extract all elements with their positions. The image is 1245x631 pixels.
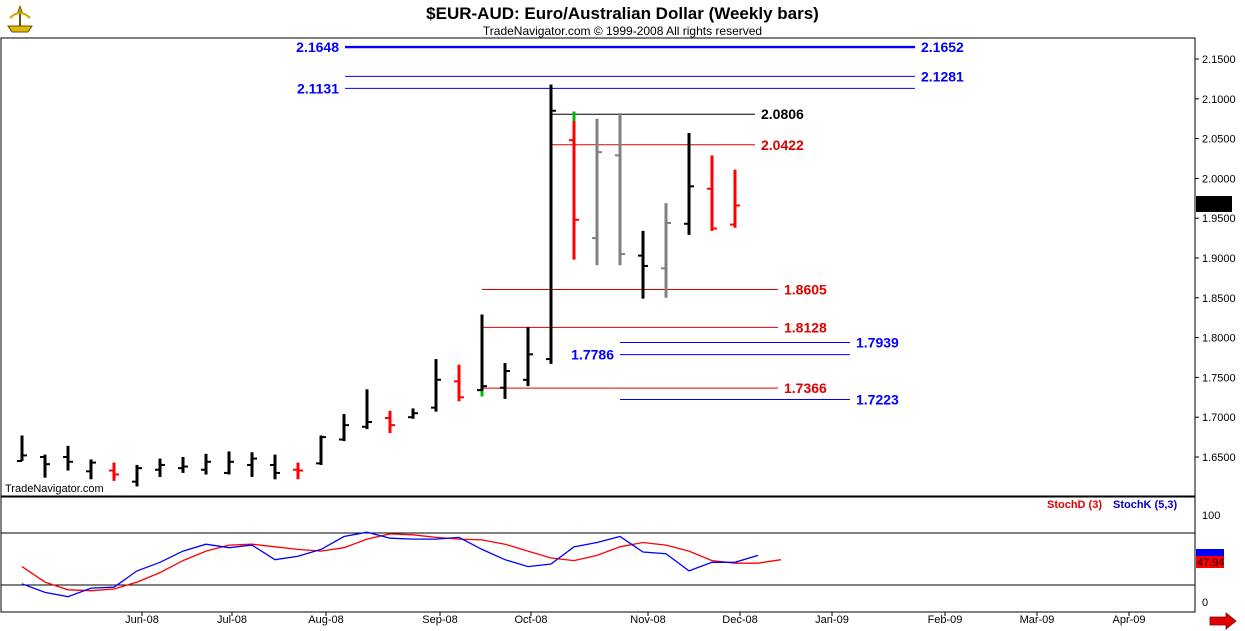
ohlc-bar [477, 314, 487, 394]
price-tick-label: 1.8000 [1202, 333, 1236, 345]
price-panel [0, 37, 1196, 497]
price-level-label: 2.0422 [761, 137, 804, 153]
ohlc-bar [707, 155, 717, 231]
price-tick-label: 2.1000 [1202, 94, 1236, 106]
time-tick-label: Jan-09 [815, 614, 849, 626]
price-tick-label: 1.7500 [1202, 372, 1236, 384]
stoch-tick-100: 100 [1202, 510, 1220, 522]
time-axis: Jun-08 Jul-08 Aug-08 Sep-08 Oct-08 Nov-08 Dec-… [125, 612, 1146, 626]
ohlc-bar [155, 458, 165, 477]
price-tick-label: 1.6500 [1202, 452, 1236, 464]
last-price-label: 1.9675 [1198, 199, 1232, 211]
ohlc-bar [385, 410, 395, 434]
ohlc-bar [592, 118, 602, 266]
time-tick-label: Oct-08 [514, 614, 547, 626]
time-tick-label: Sep-08 [422, 614, 457, 626]
price-level-label: 2.1131 [297, 80, 339, 96]
price-tick-label: 1.7000 [1202, 412, 1236, 424]
ohlc-bar [132, 464, 142, 487]
price-level: 1.7366 [482, 380, 827, 396]
ohlc-bar [178, 457, 188, 473]
ohlc-bar [224, 451, 234, 475]
ohlc-bar [109, 462, 119, 481]
price-level: 1.8128 [482, 319, 827, 335]
stoch-d-series [21, 533, 782, 592]
ohlc-bar [523, 327, 533, 387]
ohlc-bar [17, 435, 27, 462]
time-tick-label: Feb-09 [928, 614, 963, 626]
price-tick-label: 2.0500 [1202, 134, 1236, 146]
ohlc-bar [454, 364, 464, 402]
ohlc-bar [316, 435, 326, 465]
price-level: 1.7786 [571, 347, 850, 363]
ohlc-bar [500, 363, 510, 399]
price-level-label: 1.8128 [784, 319, 827, 335]
ohlc-bar [40, 454, 50, 478]
price-level: 1.7223 [620, 391, 899, 407]
scroll-right-icon[interactable] [1205, 612, 1239, 630]
chart-subtitle: TradeNavigator.com © 1999-2008 All right… [482, 24, 763, 38]
ohlc-bar [362, 389, 372, 430]
ohlc-bar [293, 462, 303, 480]
watermark-text: TradeNavigator.com [5, 483, 104, 495]
price-level: 2.1281 [345, 68, 964, 84]
price-level: 1.7939 [620, 334, 899, 350]
stochastic-group: StochD (3) StochK (5,3) 100 0 47.94 [1, 499, 1225, 609]
ohlc-bar [730, 169, 740, 228]
price-tick-label: 1.9500 [1202, 213, 1236, 225]
price-tick-label: 2.1500 [1202, 54, 1236, 66]
ohlc-bar [86, 459, 96, 480]
price-tick-label: 1.9000 [1202, 253, 1236, 265]
bars-group [17, 84, 740, 487]
price-level: 2.0806 [552, 106, 804, 122]
price-level-label: 2.1652 [921, 39, 964, 55]
stoch-k-legend: StochK (5,3) [1113, 499, 1178, 511]
ohlc-bar [684, 133, 694, 235]
price-level-label: 1.7939 [856, 334, 899, 350]
ohlc-bar [201, 453, 211, 475]
stoch-last-label: 47.94 [1197, 557, 1225, 569]
ohlc-bar [431, 359, 441, 412]
ohlc-bar [408, 408, 418, 419]
ohlc-bar [63, 445, 73, 471]
levels-group: 2.1648 2.1652 2.1281 2.1131 2.0806 2.0422 1.86… [296, 39, 964, 408]
chart-title: $EUR-AUD: Euro/Australian Dollar (Weekly… [426, 4, 819, 23]
time-tick-label: Nov-08 [630, 614, 665, 626]
price-level-label: 2.1281 [921, 68, 964, 84]
ohlc-bar [339, 414, 349, 442]
time-tick-label: Dec-08 [722, 614, 757, 626]
price-level-label: 2.1648 [296, 39, 339, 55]
logo-icon [4, 4, 36, 34]
time-tick-label: Mar-09 [1020, 614, 1055, 626]
time-tick-label: Jun-08 [125, 614, 159, 626]
price-level: 2.1652 [345, 39, 964, 55]
ohlc-bar [615, 113, 625, 266]
last-price-marker: 1.9675 [1196, 196, 1232, 212]
chart-header: $EUR-AUD: Euro/Australian Dollar (Weekly… [0, 0, 1245, 38]
ohlc-bar [638, 230, 648, 299]
price-tick-label: 2.0000 [1202, 173, 1236, 185]
time-tick-label: Apr-09 [1112, 614, 1145, 626]
price-level: 2.0422 [552, 137, 804, 153]
price-level-label: 2.0806 [761, 106, 804, 122]
price-axis-ticks: 2.1500 2.1000 2.0500 2.0000 1.9500 1.9000 1.85… [1195, 54, 1236, 464]
time-tick-label: Jul-08 [217, 614, 247, 626]
ohlc-bar [569, 111, 579, 260]
price-level-label: 1.7223 [856, 391, 899, 407]
stoch-d-legend: StochD (3) [1047, 499, 1102, 511]
ohlc-bar [270, 454, 280, 480]
ohlc-bar [546, 84, 556, 364]
price-level: 2.1131 [297, 80, 915, 96]
ohlc-bar [247, 452, 257, 477]
price-tick-label: 1.8500 [1202, 293, 1236, 305]
price-level-label: 1.7366 [784, 380, 827, 396]
price-level: 1.8605 [482, 281, 827, 297]
ohlc-bar [661, 203, 671, 298]
stoch-k-series [21, 531, 759, 598]
stoch-tick-0: 0 [1202, 597, 1208, 609]
time-tick-label: Aug-08 [308, 614, 343, 626]
price-level-label: 1.8605 [784, 281, 827, 297]
price-level-label: 1.7786 [571, 347, 614, 363]
